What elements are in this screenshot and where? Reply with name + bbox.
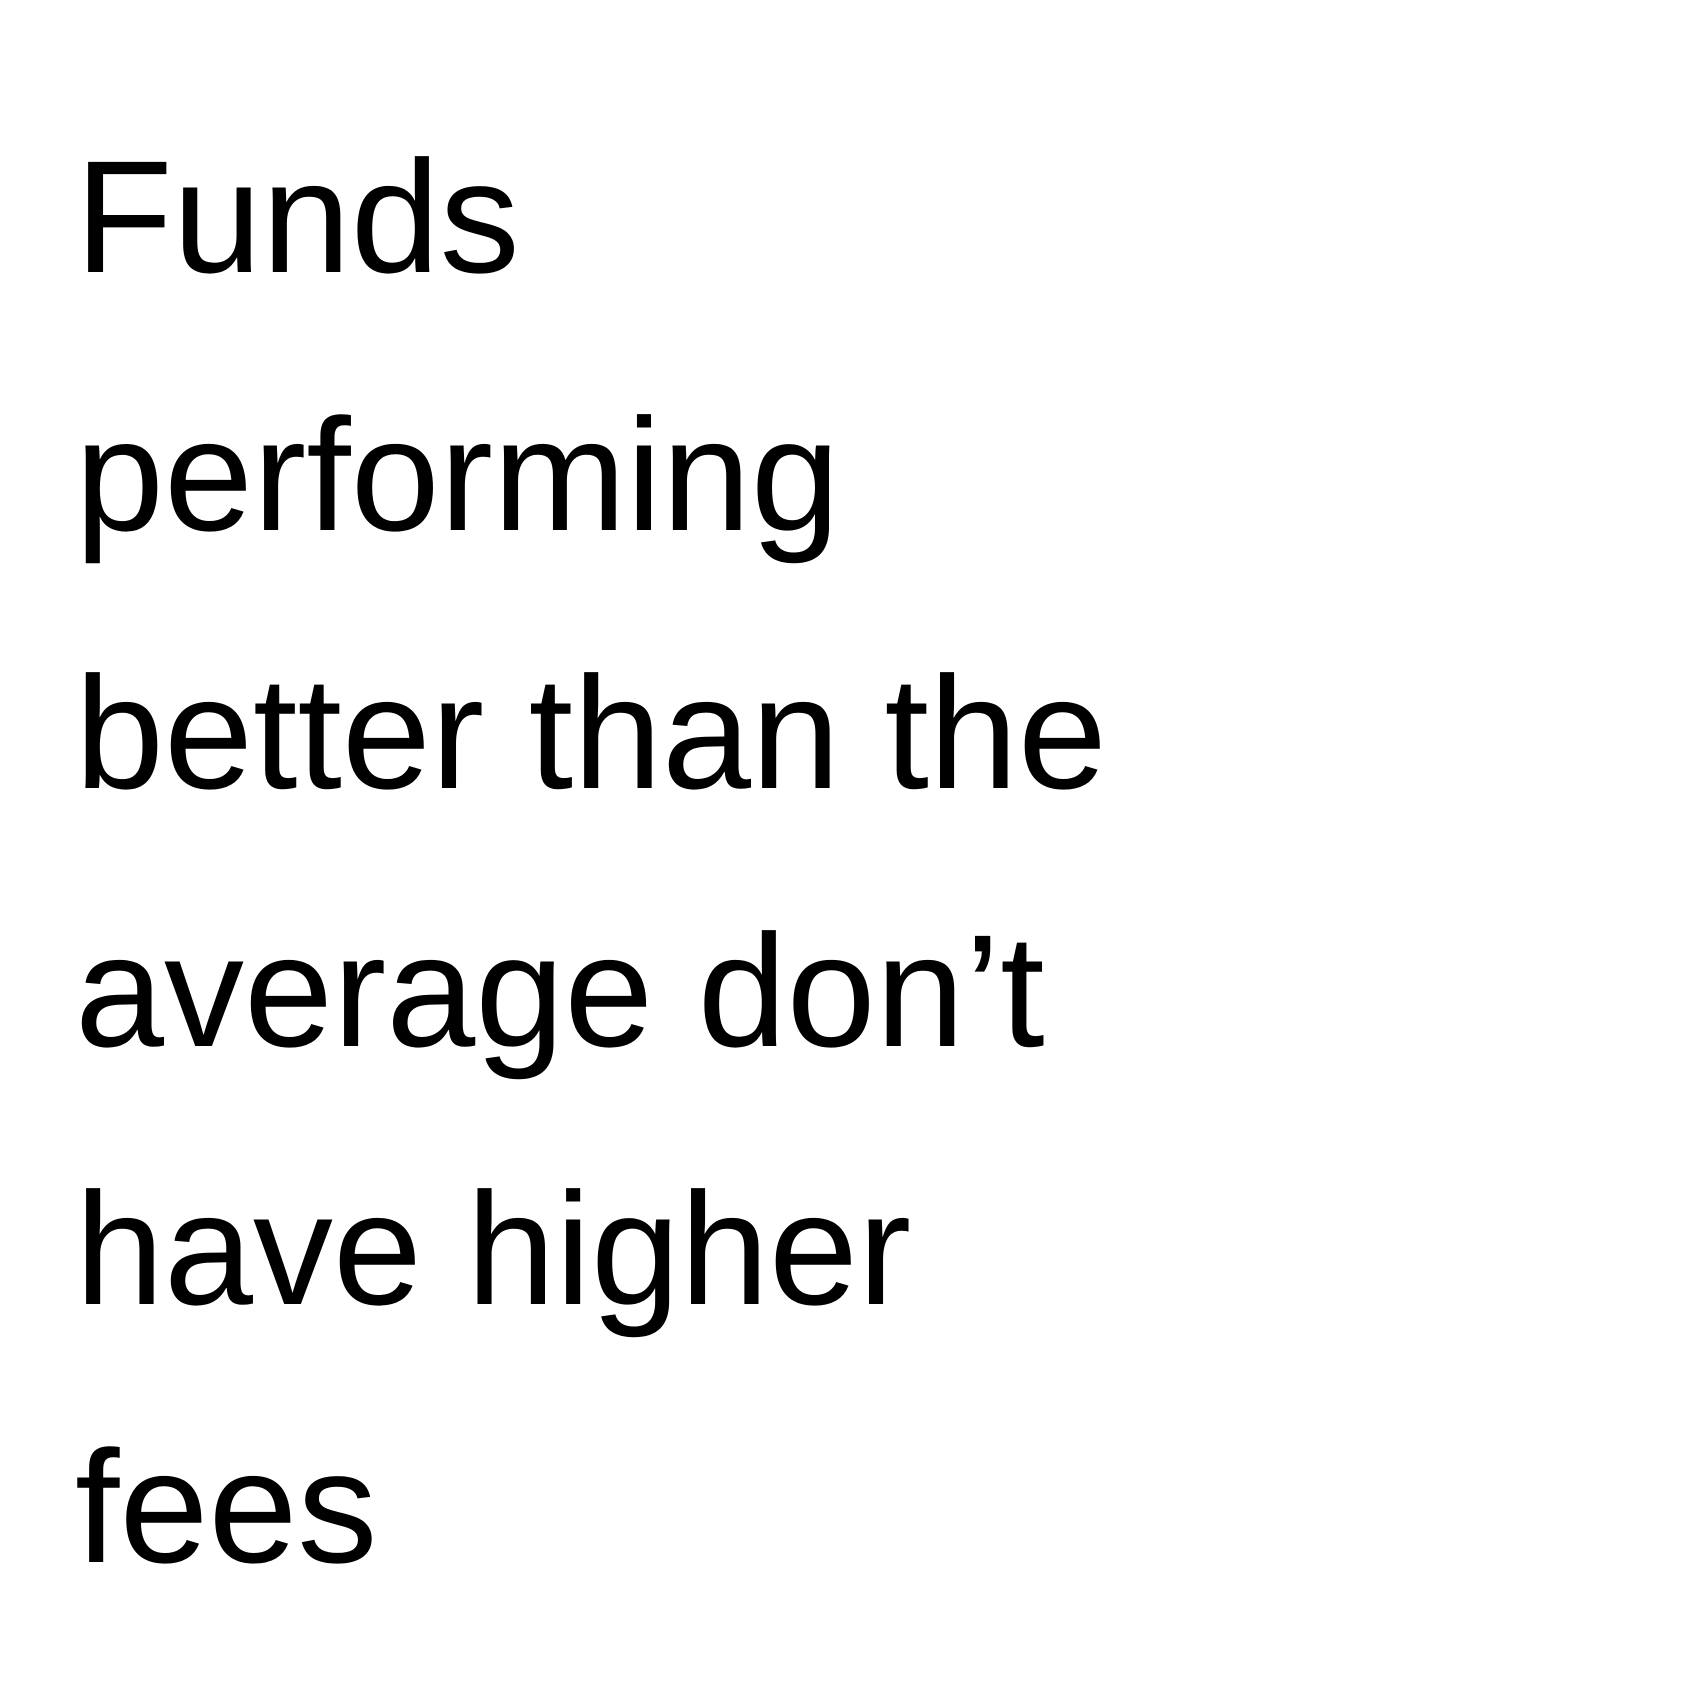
statement-line-2: performing [75, 385, 840, 564]
statement-line-5: have higher [75, 1159, 912, 1338]
statement-line-3: better than the [75, 643, 1107, 822]
slide-statement: Funds performing better than the average… [75, 88, 1635, 1636]
statement-line-4: average don’t [75, 901, 1045, 1080]
statement-line-6: fees [75, 1417, 378, 1596]
statement-line-1: Funds [75, 127, 520, 306]
